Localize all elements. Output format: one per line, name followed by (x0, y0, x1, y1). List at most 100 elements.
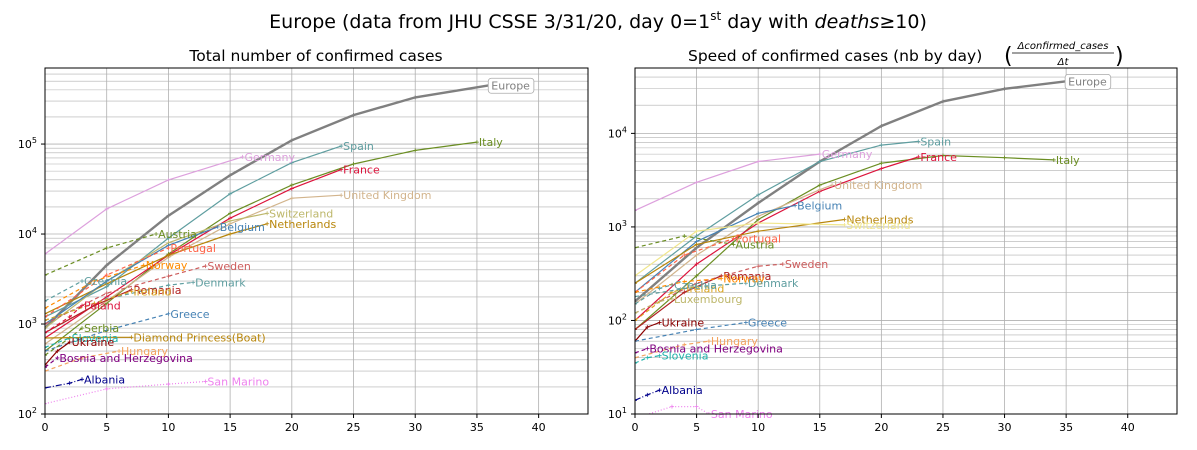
x-tick-label: 40 (532, 421, 546, 434)
data-point (265, 221, 270, 226)
data-point (339, 193, 344, 198)
series-label-slovenia: Slovenia (662, 350, 709, 363)
series-label-europe: Europe (491, 79, 530, 92)
data-point (55, 355, 60, 360)
series-label-spain: Spain (920, 135, 951, 148)
data-point (45, 306, 47, 311)
right-chart-panel: Europe Spain Italy Germany France United King… (608, 67, 1178, 434)
series-label-united-kingdom: United Kingdom (343, 189, 431, 202)
data-point (635, 208, 637, 213)
x-tick-label: 15 (813, 421, 827, 434)
data-point (104, 386, 109, 391)
data-point (55, 349, 60, 354)
series-label-germany: Germany (822, 148, 873, 161)
series-label-norway: Norway (723, 273, 765, 286)
series-line-hungary (45, 350, 120, 372)
data-point (45, 369, 47, 374)
series-label-diamond-princess-boat: Diamond Princess(Boat) (133, 331, 265, 344)
data-point (694, 273, 699, 278)
data-point (682, 279, 687, 284)
y-tick-label: 104 (608, 125, 627, 140)
series-label-portugal: Portugal (736, 233, 782, 246)
series-label-denmark: Denmark (748, 277, 799, 290)
data-point (45, 322, 47, 327)
data-point (657, 320, 662, 325)
series-label-san-marino: San Marino (207, 375, 269, 388)
data-point (289, 186, 294, 191)
x-tick-label: 0 (632, 421, 639, 434)
data-point (830, 183, 835, 188)
series-label-greece: Greece (748, 317, 787, 330)
data-point (413, 95, 418, 100)
series-line-netherlands (635, 218, 845, 284)
data-point (635, 339, 637, 344)
data-point (45, 363, 47, 368)
data-point (141, 263, 146, 268)
data-point (351, 162, 356, 167)
series-line-france (45, 169, 342, 339)
data-point (228, 218, 233, 223)
data-point (669, 296, 674, 301)
formula-paren-right: ) (1115, 44, 1124, 69)
data-point (104, 273, 109, 278)
series-line-italy (635, 154, 1054, 330)
data-point (694, 229, 699, 234)
series-line-portugal (45, 247, 169, 318)
data-point (166, 236, 171, 241)
series-label-austria: Austria (158, 228, 197, 241)
data-point (743, 320, 748, 325)
data-point (191, 280, 196, 285)
data-point (635, 294, 637, 299)
data-point (669, 282, 674, 287)
series-line-spain (635, 140, 919, 284)
data-point (879, 161, 884, 166)
series-line-austria (45, 233, 157, 276)
data-point (203, 264, 208, 269)
data-point (743, 281, 748, 286)
data-point (635, 350, 637, 355)
right-panel-title: Speed of confirmed cases (nb by day) ( Δ… (688, 41, 1124, 69)
data-point (45, 385, 47, 390)
x-tick-label: 5 (693, 421, 700, 434)
axes-frame (44, 67, 589, 415)
data-point (166, 274, 171, 279)
x-tick-label: 40 (1121, 421, 1135, 434)
data-point (215, 224, 220, 229)
formula-paren-left: ( (1004, 44, 1013, 69)
x-tick-label: 25 (936, 421, 950, 434)
data-point (80, 377, 85, 382)
x-tick-label: 10 (751, 421, 765, 434)
data-point (916, 139, 921, 144)
data-point (719, 276, 724, 281)
data-point (117, 349, 122, 354)
data-point (339, 167, 344, 172)
data-point (45, 345, 47, 350)
axes-frame (634, 67, 1178, 415)
series-label-czechia: Czechia (674, 279, 717, 292)
series-line-czechia (45, 280, 83, 302)
data-point (780, 262, 785, 267)
data-point (265, 211, 270, 216)
series-line-italy (45, 141, 477, 352)
series-label-ukraine: Ukraine (662, 317, 705, 330)
data-point (694, 233, 699, 238)
data-point (694, 281, 699, 286)
data-point (351, 113, 356, 118)
data-point (240, 154, 245, 159)
data-point (706, 339, 711, 344)
data-point (413, 148, 418, 153)
series-label-sweden: Sweden (207, 260, 250, 273)
series-label-albania: Albania (84, 373, 125, 386)
series-label-ireland: Ireland (686, 282, 724, 295)
series-label-ireland: Ireland (133, 285, 171, 298)
figure-title: Europe (data from JHU CSSE 3/31/20, day … (269, 9, 927, 33)
series-label-italy: Italy (479, 136, 503, 149)
data-point (92, 279, 97, 284)
formula-denominator: Δt (1057, 57, 1070, 68)
y-tick-label: 103 (608, 219, 627, 234)
series-label-poland: Poland (84, 300, 121, 313)
data-point (45, 330, 47, 335)
data-point (756, 159, 761, 164)
data-point (339, 144, 344, 149)
series-label-sweden: Sweden (785, 258, 828, 271)
